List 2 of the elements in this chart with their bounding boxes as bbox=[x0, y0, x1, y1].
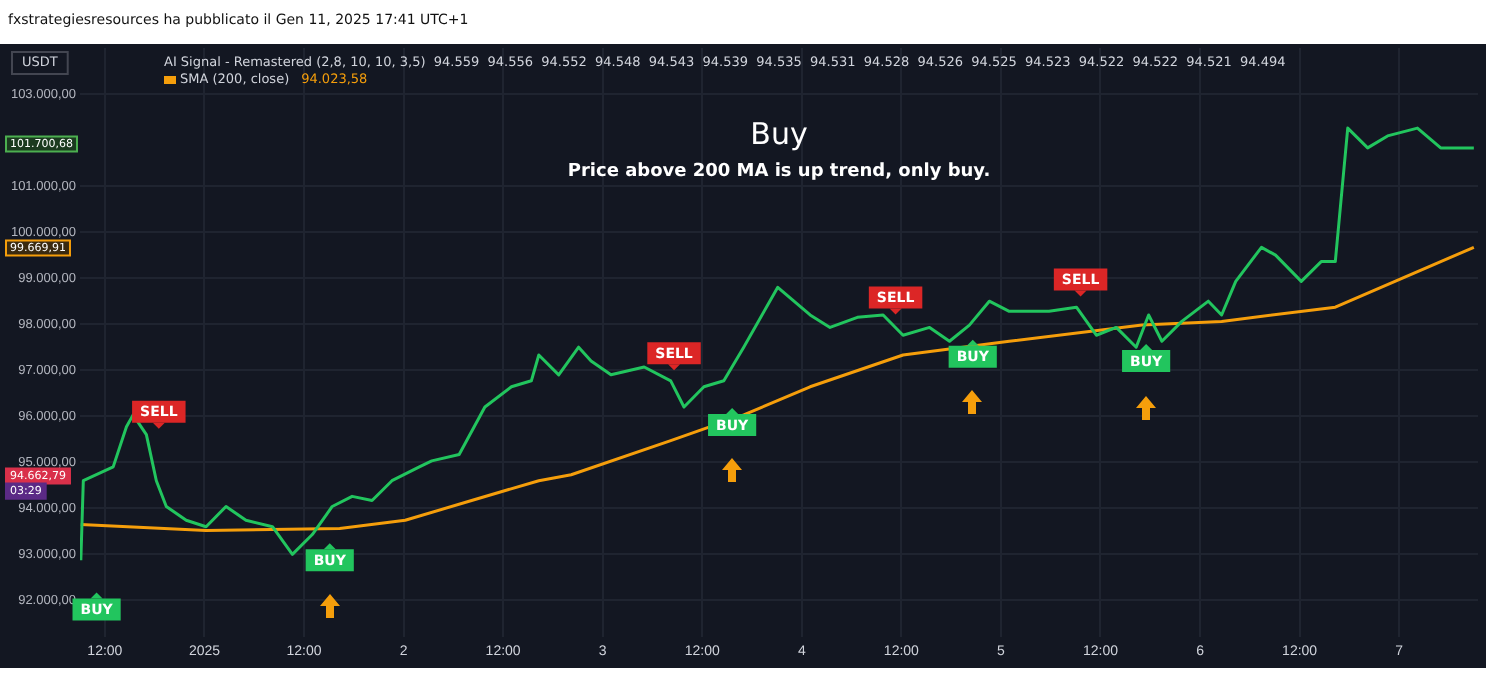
text: Price above 200 MA is up trend, only buy. bbox=[567, 162, 991, 182]
text: Buy bbox=[750, 116, 808, 152]
